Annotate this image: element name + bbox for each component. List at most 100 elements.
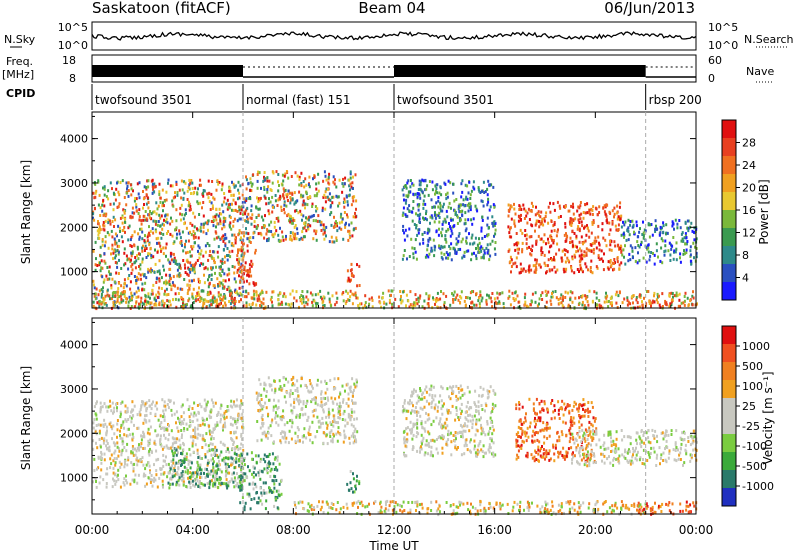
power-data-cell: [457, 204, 460, 208]
power-data-cell: [292, 231, 295, 235]
velocity-data-cell: [222, 428, 224, 432]
velocity-data-cell: [217, 410, 220, 414]
power-data-cell: [160, 249, 162, 253]
power-data-cell: [183, 278, 186, 281]
power-data-cell: [653, 294, 655, 298]
power-data-cell: [538, 213, 540, 217]
power-data-cell: [534, 258, 537, 262]
power-data-cell: [472, 217, 475, 221]
power-data-cell: [364, 294, 367, 298]
velocity-data-cell: [162, 485, 164, 489]
power-data-cell: [487, 179, 490, 183]
power-data-cell: [118, 244, 121, 248]
power-data-cell: [455, 237, 458, 241]
velocity-data-cell: [337, 430, 340, 434]
velocity-data-cell: [322, 408, 325, 412]
power-data-cell: [351, 186, 354, 190]
power-data-cell: [508, 231, 511, 235]
power-data-cell: [169, 303, 172, 307]
power-data-cell: [563, 248, 566, 252]
velocity-data-cell: [182, 448, 185, 452]
power-data-cell: [247, 232, 250, 236]
power-data-cell: [463, 204, 466, 208]
power-data-cell: [140, 222, 143, 226]
power-data-cell: [229, 216, 232, 219]
velocity-data-cell: [208, 429, 211, 433]
power-data-cell: [494, 241, 497, 244]
velocity-data-cell: [233, 430, 236, 434]
power-data-cell: [485, 246, 488, 250]
power-data-cell: [101, 300, 104, 304]
power-data-cell: [471, 290, 474, 293]
velocity-data-cell: [145, 413, 148, 417]
power-data-cell: [166, 221, 169, 225]
power-data-cell: [236, 292, 239, 296]
power-data-cell: [210, 192, 213, 196]
power-data-cell: [686, 226, 689, 230]
power-data-cell: [155, 281, 158, 284]
power-data-cell: [640, 240, 643, 244]
power-data-cell: [443, 245, 446, 249]
power-data-cell: [655, 242, 658, 246]
power-data-cell: [113, 249, 116, 253]
power-data-cell: [579, 263, 582, 267]
power-data-cell: [325, 187, 328, 191]
power-data-cell: [94, 195, 97, 199]
power-cbar-label-4: 20: [742, 182, 756, 195]
velocity-data-cell: [142, 400, 145, 404]
velocity-data-cell: [320, 392, 323, 396]
velocity-data-cell: [189, 453, 192, 457]
power-data-cell: [404, 213, 407, 217]
velocity-data-cell: [231, 457, 234, 461]
velocity-data-cell: [182, 483, 185, 487]
velocity-data-cell: [162, 459, 165, 463]
power-data-cell: [218, 284, 221, 288]
velocity-data-cell: [281, 435, 284, 439]
power-data-cell: [615, 290, 618, 294]
power-data-cell: [575, 250, 578, 254]
power-data-cell: [405, 215, 408, 218]
velocity-data-cell: [337, 416, 340, 419]
velocity-data-cell: [136, 426, 139, 430]
power-data-cell: [263, 236, 266, 240]
velocity-data-cell: [291, 411, 294, 415]
power-data-cell: [247, 292, 250, 296]
power-data-cell: [179, 206, 182, 210]
velocity-data-cell: [219, 417, 222, 421]
velocity-data-cell: [343, 433, 346, 437]
power-data-cell: [468, 180, 471, 184]
power-data-cell: [118, 295, 121, 299]
power-data-cell: [240, 270, 243, 274]
power-data-cell: [135, 300, 138, 304]
velocity-data-cell: [348, 441, 351, 445]
power-data-cell: [679, 256, 681, 260]
power-data-cell: [202, 254, 205, 258]
velocity-data-cell: [320, 397, 323, 400]
power-data-cell: [449, 234, 452, 238]
power-data-cell: [289, 305, 292, 309]
power-data-cell: [330, 235, 333, 239]
power-data-cell: [306, 217, 309, 221]
power-data-cell: [199, 183, 202, 187]
power-data-cell: [140, 300, 142, 304]
power-data-cell: [141, 230, 144, 234]
power-data-cell: [681, 231, 684, 235]
velocity-data-cell: [207, 459, 210, 463]
power-data-cell: [486, 193, 489, 197]
power-data-cell: [468, 232, 470, 236]
velocity-data-cell: [140, 405, 143, 409]
power-data-cell: [189, 270, 192, 274]
power-data-cell: [661, 305, 664, 308]
power-data-cell: [316, 302, 319, 306]
power-data-cell: [138, 218, 141, 222]
power-data-cell: [167, 305, 170, 309]
power-data-cell: [346, 279, 349, 283]
velocity-data-cell: [224, 410, 227, 413]
velocity-data-cell: [313, 397, 316, 401]
power-data-cell: [446, 195, 449, 199]
power-data-cell: [654, 227, 657, 231]
power-data-cell: [433, 248, 436, 252]
power-data-cell: [158, 279, 161, 283]
power-data-cell: [544, 289, 547, 293]
power-data-cell: [622, 220, 624, 224]
